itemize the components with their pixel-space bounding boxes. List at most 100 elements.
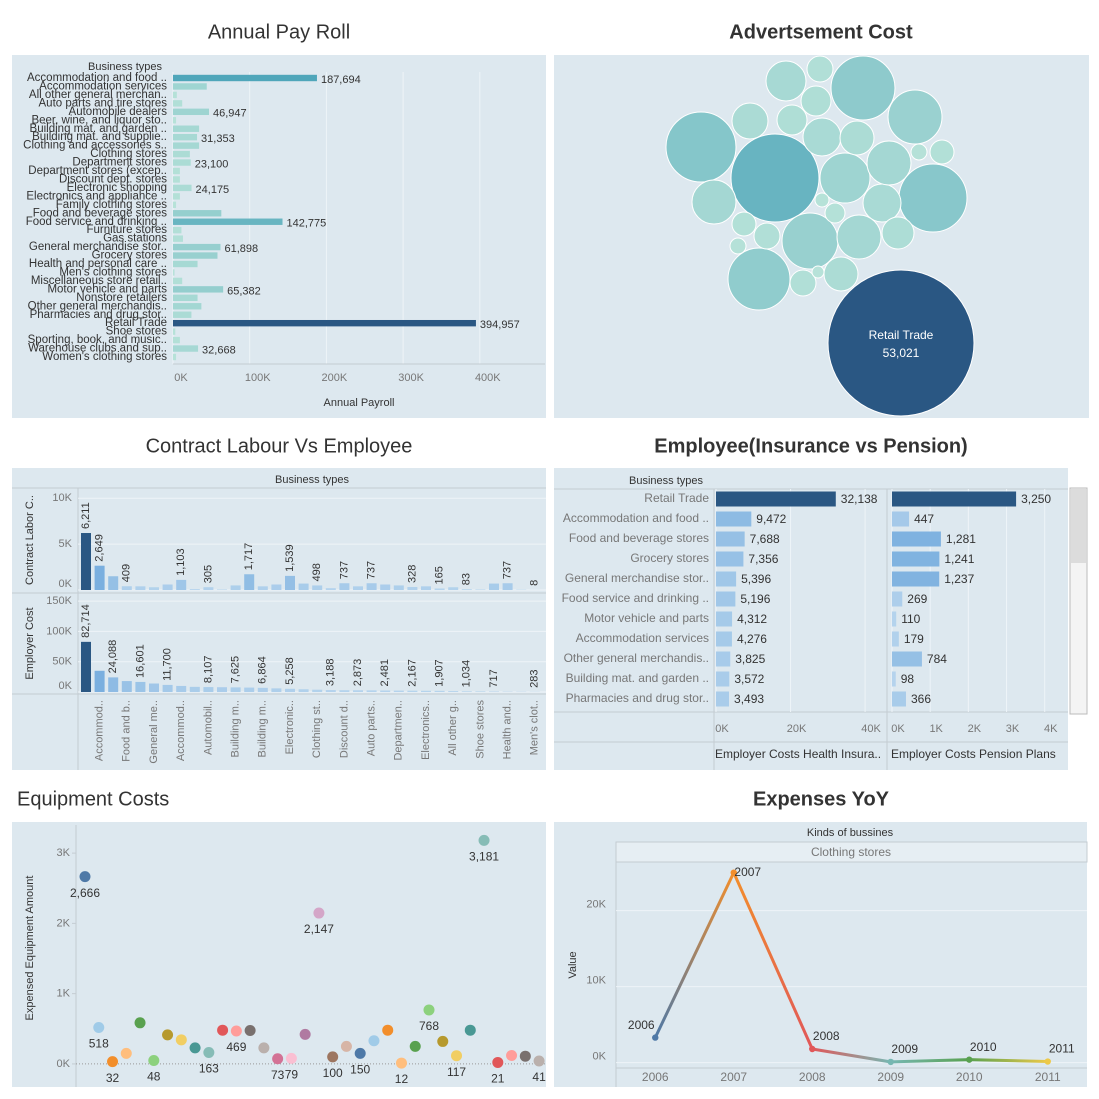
x-tick-label: Building m.. (230, 700, 242, 757)
bar (135, 586, 146, 590)
category-label: Food service and drinking .. (562, 591, 709, 605)
data-label: 3,572 (734, 672, 764, 686)
category-label: Electronic shopping (67, 182, 167, 194)
bar (312, 585, 323, 590)
bar (892, 691, 906, 707)
data-label: 1,237 (944, 572, 974, 586)
data-label: 65,382 (227, 285, 261, 297)
bubble (881, 216, 915, 250)
x-tick-label: Accommod.. (94, 700, 106, 761)
y-tick-label: 0K (59, 578, 73, 590)
x-tick-label: 2K (968, 723, 982, 735)
data-label: 23,100 (195, 158, 229, 170)
bubble (789, 269, 817, 297)
facet-label: Clothing stores (811, 845, 891, 859)
data-label: 394,957 (480, 319, 520, 331)
chart-title: Employee(Insurance vs Pension) (654, 435, 967, 457)
bar (716, 611, 733, 627)
category-label: Food and beverage stores (33, 207, 168, 219)
scrollbar-thumb[interactable] (1071, 489, 1086, 563)
data-label: 2,147 (304, 922, 334, 936)
data-label: 5,396 (741, 572, 771, 586)
bar (716, 511, 752, 527)
bar (173, 133, 198, 141)
bar (271, 584, 282, 590)
x-tick-label: 2009 (877, 1070, 904, 1084)
bar (892, 671, 896, 687)
bar (173, 159, 191, 166)
line-segment (653, 871, 736, 1040)
panel (554, 468, 1068, 770)
point (652, 1034, 659, 1041)
category-label: Retail Trade (644, 491, 709, 505)
data-label: 328 (406, 565, 418, 583)
bar (448, 691, 459, 692)
bar (149, 683, 159, 692)
bar (230, 585, 241, 590)
data-label: 61,898 (224, 243, 258, 255)
data-label: 3,493 (734, 692, 764, 706)
data-label: 1,103 (175, 548, 187, 576)
bar (285, 688, 295, 692)
point (162, 1029, 174, 1041)
data-label: 5,196 (740, 592, 770, 606)
line-segment (967, 1058, 1050, 1064)
data-label: 3,181 (469, 850, 499, 864)
x-tick-label: Automobil.. (202, 700, 214, 755)
bar (189, 589, 200, 590)
data-label: 100 (323, 1066, 343, 1080)
bar (217, 687, 227, 692)
data-label: 1,281 (946, 532, 976, 546)
bar (393, 585, 404, 590)
bar (173, 184, 192, 192)
data-label: 83 (461, 573, 473, 585)
bar (149, 587, 159, 590)
chart-title: Expenses YoY (753, 788, 890, 810)
data-label: 82,714 (80, 604, 92, 638)
bubble-label: Retail Trade (869, 328, 934, 342)
x-tick-label: 0K (174, 372, 188, 384)
category-label: Beer, wine, and liquor sto.. (31, 114, 167, 126)
panel (554, 822, 1087, 1087)
bubble (727, 247, 791, 311)
data-label: 269 (907, 592, 927, 606)
bar (298, 689, 309, 692)
data-label: 7,356 (748, 552, 778, 566)
bar (716, 531, 745, 547)
bar (461, 691, 472, 692)
bar (203, 687, 214, 692)
bar (176, 685, 187, 692)
bar (475, 691, 486, 692)
bubble (824, 202, 846, 224)
point (519, 1050, 531, 1062)
header: Business types (629, 475, 703, 487)
bar (448, 587, 459, 590)
bar (716, 551, 744, 567)
point (368, 1035, 380, 1047)
chart-title: Contract Labour Vs Employee (146, 435, 413, 457)
category-label: Family clothing stores (56, 199, 167, 211)
bubble (819, 152, 871, 204)
x-tick-label: 2008 (799, 1070, 826, 1084)
category-label: Department stores (72, 157, 167, 169)
point (395, 1057, 407, 1069)
bubble (814, 192, 830, 208)
bar (173, 260, 198, 268)
bar (94, 565, 105, 590)
bar (173, 108, 210, 116)
point (258, 1042, 270, 1054)
y-axis-title: Value (567, 951, 579, 978)
category-label: Accommodation and food .. (27, 72, 167, 84)
bar (380, 690, 391, 692)
point (244, 1025, 256, 1037)
bar (173, 235, 183, 242)
data-label: 16,601 (134, 644, 146, 678)
data-label: 41 (532, 1070, 546, 1084)
y-tick-label: 1K (57, 988, 71, 1000)
bar (173, 303, 202, 310)
data-label: 2007 (734, 865, 761, 879)
bar (173, 345, 199, 352)
x-tick-label: 0K (715, 723, 729, 735)
x-axis-title: Employer Costs Pension Plans (891, 747, 1056, 761)
data-label: 6,864 (257, 656, 269, 684)
